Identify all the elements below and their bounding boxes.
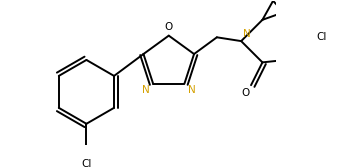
Text: Cl: Cl — [316, 32, 327, 42]
Text: N: N — [243, 29, 251, 39]
Text: N: N — [188, 85, 196, 95]
Text: N: N — [142, 85, 149, 95]
Text: O: O — [241, 88, 249, 98]
Text: Cl: Cl — [81, 159, 92, 168]
Text: O: O — [165, 22, 173, 32]
